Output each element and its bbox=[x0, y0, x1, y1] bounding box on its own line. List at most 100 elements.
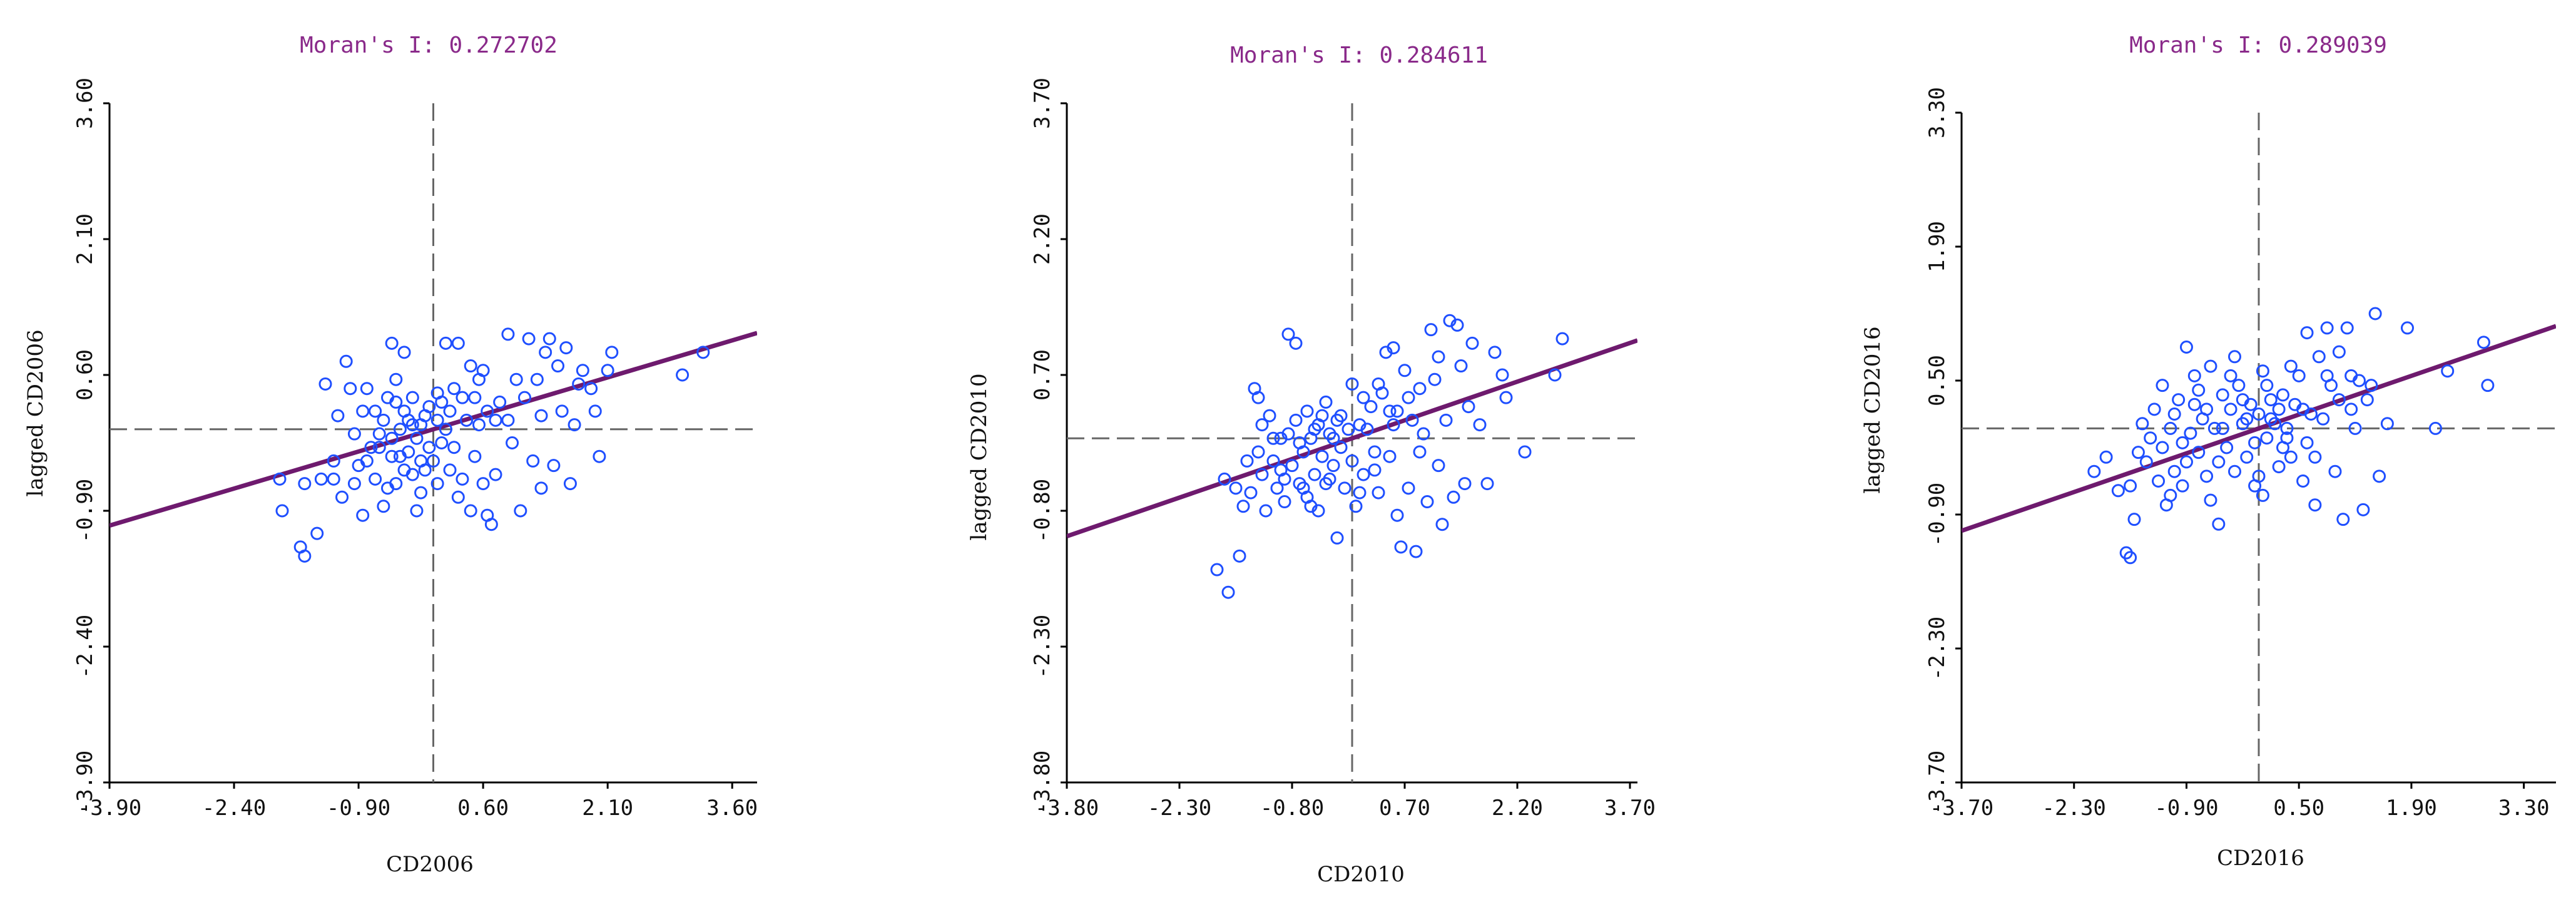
scatter-point bbox=[2332, 345, 2346, 359]
scatter-point bbox=[2477, 336, 2490, 349]
scatter-point bbox=[2220, 441, 2234, 454]
scatter-point bbox=[2308, 450, 2322, 464]
scatter-point bbox=[481, 404, 494, 418]
x-tick-label: -3.70 bbox=[1930, 796, 1993, 821]
scatter-point bbox=[1304, 500, 1318, 513]
scatter-point bbox=[2099, 450, 2113, 464]
y-tick-label: -2.30 bbox=[1030, 615, 1055, 679]
x-axis-title: CD2010 bbox=[1317, 862, 1405, 887]
scatter-point bbox=[1432, 350, 1445, 364]
scatter-point bbox=[2332, 393, 2346, 407]
scatter-point bbox=[2184, 426, 2197, 440]
scatter-point bbox=[410, 431, 424, 445]
scatter-point bbox=[1285, 459, 1299, 473]
scatter-point bbox=[526, 454, 540, 468]
scatter-point bbox=[327, 472, 340, 486]
scatter-point bbox=[2316, 412, 2330, 426]
scatter-point bbox=[2216, 421, 2229, 435]
x-tick-label: -0.80 bbox=[1260, 796, 1324, 821]
scatter-point bbox=[372, 441, 386, 454]
scatter-point bbox=[2272, 402, 2286, 416]
x-tick-label: -0.90 bbox=[2154, 796, 2218, 821]
scatter-point bbox=[1488, 346, 1502, 359]
scatter-point bbox=[1244, 486, 1258, 500]
scatter-point bbox=[2336, 513, 2350, 526]
x-tick-label: 0.70 bbox=[1379, 796, 1430, 821]
scatter-point bbox=[2373, 469, 2386, 483]
scatter-point bbox=[2131, 446, 2145, 459]
scatter-point bbox=[472, 418, 486, 432]
scatter-point bbox=[1409, 545, 1423, 558]
scatter-point bbox=[1360, 423, 1374, 436]
scatter-point bbox=[331, 409, 345, 423]
scatter-point bbox=[1270, 481, 1284, 495]
scatter-point bbox=[509, 372, 523, 386]
scatter-point bbox=[481, 508, 494, 522]
scatter-point bbox=[2124, 479, 2137, 493]
scatter-point bbox=[2292, 369, 2306, 382]
scatter-point bbox=[2248, 436, 2262, 449]
scatter-point bbox=[1345, 377, 1359, 391]
scatter-point bbox=[1480, 477, 1494, 491]
scatter-point bbox=[318, 377, 332, 391]
scatter-point bbox=[2187, 369, 2201, 382]
scatter-point bbox=[397, 346, 411, 359]
scatter-point bbox=[1330, 531, 1344, 545]
scatter-point bbox=[377, 500, 390, 513]
y-axis-title: lagged CD2016 bbox=[1860, 326, 1885, 493]
scatter-point bbox=[2187, 397, 2201, 411]
scatter-point bbox=[2204, 359, 2217, 373]
scatter-point bbox=[2256, 488, 2269, 502]
scatter-point bbox=[2179, 341, 2193, 354]
scatter-point bbox=[1402, 391, 1415, 404]
scatter-point bbox=[2124, 551, 2137, 565]
scatter-point bbox=[377, 413, 390, 427]
scatter-point bbox=[2308, 498, 2322, 512]
scatter-point bbox=[1251, 391, 1265, 404]
scatter-point bbox=[369, 472, 382, 486]
scatter-point bbox=[1334, 409, 1348, 423]
scatter-point bbox=[2167, 407, 2181, 421]
y-tick-label: -3.90 bbox=[73, 751, 98, 814]
scatter-point bbox=[2227, 350, 2241, 364]
scatter-point bbox=[1518, 445, 1532, 459]
scatter-point bbox=[1465, 336, 1479, 350]
scatter-point bbox=[2236, 393, 2249, 407]
scatter-point bbox=[517, 391, 531, 404]
scatter-point bbox=[522, 332, 536, 346]
scatter-point bbox=[2481, 379, 2495, 392]
x-tick-label: -2.40 bbox=[202, 796, 266, 821]
scatter-point bbox=[1319, 395, 1333, 409]
scatter-point bbox=[1372, 486, 1385, 500]
scatter-point bbox=[2401, 321, 2414, 335]
scatter-point bbox=[2167, 464, 2181, 478]
y-tick-label: -2.40 bbox=[73, 615, 98, 679]
x-tick-label: 3.30 bbox=[2498, 796, 2550, 821]
scatter-point bbox=[1435, 518, 1449, 531]
scatter-point bbox=[1221, 585, 1235, 599]
scatter-point bbox=[1450, 318, 1464, 332]
scatter-point bbox=[2356, 503, 2370, 516]
scatter-point bbox=[1387, 418, 1400, 432]
scatter-point bbox=[468, 449, 482, 463]
scatter-point bbox=[464, 504, 477, 518]
scatter-point bbox=[360, 454, 374, 468]
scatter-point bbox=[2192, 383, 2206, 397]
scatter-point bbox=[534, 481, 548, 495]
scatter-point bbox=[439, 336, 452, 350]
regression-line bbox=[1962, 324, 2556, 533]
scatter-point bbox=[447, 382, 461, 396]
scatter-point bbox=[605, 346, 619, 359]
scatter-point bbox=[1454, 359, 1468, 373]
scatter-point bbox=[1315, 449, 1329, 463]
scatter-point bbox=[2256, 364, 2269, 378]
scatter-point bbox=[335, 490, 349, 504]
y-axis-title: lagged CD2006 bbox=[23, 329, 48, 496]
scatter-point bbox=[2224, 369, 2237, 382]
scatter-point bbox=[476, 477, 490, 491]
scatter-point bbox=[2156, 441, 2169, 454]
scatter-point bbox=[1266, 431, 1280, 445]
scatter-point bbox=[2136, 417, 2149, 431]
scatter-point bbox=[1353, 486, 1367, 500]
scatter-point bbox=[369, 404, 382, 418]
